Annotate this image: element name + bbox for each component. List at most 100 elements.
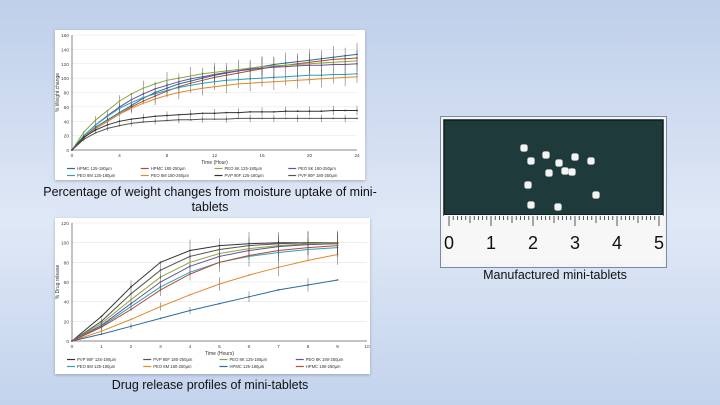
series-line bbox=[71, 242, 338, 342]
legend: PVP 90F 125-180µm PVP 90F 180-250µm PEO 8K… bbox=[67, 357, 344, 369]
data-point bbox=[130, 118, 133, 120]
series-line bbox=[71, 279, 338, 342]
data-point bbox=[142, 96, 145, 99]
data-point bbox=[344, 109, 347, 112]
data-point bbox=[154, 88, 157, 90]
data-point bbox=[177, 91, 180, 94]
data-point bbox=[308, 78, 311, 81]
series-4 bbox=[71, 64, 358, 151]
data-point bbox=[106, 123, 109, 126]
data-point bbox=[189, 293, 191, 296]
data-point bbox=[261, 65, 263, 68]
data-point bbox=[94, 118, 97, 121]
data-point bbox=[130, 101, 133, 104]
data-point bbox=[118, 100, 121, 103]
data-point bbox=[130, 286, 132, 288]
ruler-label: 5 bbox=[654, 233, 664, 253]
data-point bbox=[320, 117, 323, 120]
legend-label: PEO 8M 180-250µm bbox=[151, 173, 190, 178]
data-point bbox=[106, 127, 109, 130]
legend-label: HPMC 180-250µm bbox=[151, 166, 186, 171]
data-point bbox=[130, 298, 132, 301]
legend-label: PEO 8M 125-180µm bbox=[77, 173, 116, 178]
data-point bbox=[159, 288, 162, 291]
mini-tablet bbox=[592, 191, 600, 199]
data-point bbox=[159, 305, 162, 308]
data-point bbox=[166, 89, 168, 92]
data-point bbox=[82, 138, 85, 141]
series-line bbox=[71, 245, 338, 342]
legend-label: HPMC 180-250µm bbox=[306, 364, 341, 369]
y-tick-label: 140 bbox=[61, 47, 69, 53]
data-point bbox=[237, 78, 240, 81]
data-point bbox=[308, 117, 311, 120]
mini-tablets-photo: 0 1 2 3 4 5 bbox=[440, 116, 667, 268]
x-tick-label: 16 bbox=[259, 153, 265, 159]
legend-label: PEO 8M 180-250µm bbox=[153, 364, 192, 369]
ruler-label: 1 bbox=[486, 233, 496, 253]
mini-tablet bbox=[527, 157, 535, 165]
mini-tablet bbox=[520, 144, 528, 152]
data-point bbox=[118, 124, 121, 127]
data-point bbox=[154, 98, 157, 100]
mini-tablet bbox=[542, 151, 550, 159]
moisture-uptake-chart-panel: 0 20 40 60 80 100 120 140 160 0 4 8 12 16 20 24 Time (Ho… bbox=[55, 30, 365, 180]
legend-label: PEO 8K 180-250µm bbox=[306, 357, 344, 362]
series-5 bbox=[71, 244, 339, 342]
data-point bbox=[154, 120, 157, 123]
data-point bbox=[237, 68, 240, 71]
y-tick-label: 100 bbox=[61, 76, 69, 82]
data-point bbox=[71, 149, 73, 151]
data-point bbox=[272, 117, 275, 120]
data-point bbox=[94, 128, 97, 131]
data-point bbox=[189, 89, 192, 92]
data-point bbox=[272, 80, 275, 83]
legend-label: PEO 8K 180-250µm bbox=[298, 166, 336, 171]
data-point bbox=[201, 112, 204, 115]
data-point bbox=[94, 123, 97, 126]
series-6 bbox=[71, 105, 358, 151]
data-point bbox=[201, 75, 204, 78]
y-tick-label: 120 bbox=[61, 62, 69, 68]
data-point bbox=[130, 305, 132, 308]
data-point bbox=[100, 320, 103, 323]
data-point bbox=[344, 117, 347, 120]
data-point bbox=[154, 115, 157, 118]
y-tick-label: 60 bbox=[64, 280, 70, 286]
data-point bbox=[213, 71, 216, 74]
data-point bbox=[189, 113, 192, 115]
data-point bbox=[213, 80, 216, 83]
legend-label: PVP 90F 125-180µm bbox=[77, 357, 117, 362]
drug-release-caption: Drug release profiles of mini-tablets bbox=[111, 378, 309, 392]
data-point bbox=[248, 254, 250, 257]
data-point bbox=[118, 107, 121, 110]
series-line bbox=[71, 242, 338, 342]
ruler-ticks: 0 1 2 3 4 5 bbox=[444, 216, 664, 253]
data-point bbox=[100, 333, 103, 336]
series-7 bbox=[71, 234, 339, 342]
ruler-label: 2 bbox=[528, 233, 538, 253]
data-point bbox=[130, 122, 133, 125]
y-tick-label: 160 bbox=[61, 33, 69, 39]
data-point bbox=[248, 274, 250, 277]
data-point bbox=[277, 288, 280, 291]
data-point bbox=[307, 284, 309, 286]
data-point bbox=[189, 309, 191, 312]
data-point bbox=[142, 116, 145, 119]
data-point bbox=[336, 279, 339, 281]
data-point bbox=[320, 77, 323, 80]
legend-label: PVP 90F 180-250µm bbox=[298, 173, 338, 178]
data-point bbox=[332, 61, 335, 64]
data-point bbox=[248, 295, 250, 298]
x-tick-label: 20 bbox=[307, 153, 313, 159]
data-point bbox=[249, 82, 252, 85]
data-point bbox=[71, 340, 73, 342]
y-tick-label: 20 bbox=[64, 134, 70, 140]
data-point bbox=[159, 317, 162, 320]
x-tick-label: 4 bbox=[118, 153, 121, 159]
legend-label: PVP 90F 180-250µm bbox=[153, 357, 193, 362]
data-point bbox=[356, 59, 358, 62]
data-point bbox=[237, 117, 240, 120]
data-point bbox=[130, 292, 132, 295]
data-point bbox=[100, 315, 103, 318]
